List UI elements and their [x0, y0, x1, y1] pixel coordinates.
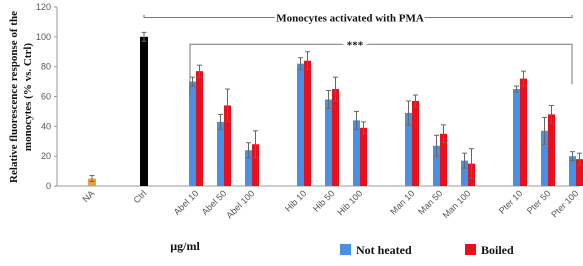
- error-bar: [305, 51, 310, 71]
- annotation: ***: [347, 39, 364, 51]
- bar: [332, 89, 339, 186]
- error-bar: [462, 152, 467, 169]
- bar: [88, 178, 96, 186]
- error-bar: [326, 90, 331, 109]
- y-tick-label: 60: [41, 92, 51, 102]
- error-bar: [89, 175, 95, 183]
- bar: [189, 81, 196, 186]
- error-bar: [469, 148, 474, 180]
- bar: [325, 99, 332, 186]
- error-bar: [218, 113, 223, 130]
- bar: [433, 145, 440, 186]
- bar: [252, 144, 259, 186]
- error-bar: [549, 104, 554, 124]
- x-tick-label: Man 100: [441, 188, 473, 220]
- bar: [245, 150, 252, 186]
- error-bar: [441, 124, 446, 144]
- annotation: Monocytes activated with PMA: [276, 12, 424, 24]
- bar: [297, 63, 304, 186]
- error-bar: [333, 76, 338, 102]
- error-bar: [190, 76, 195, 87]
- error-bar: [253, 130, 258, 159]
- bar: [196, 71, 203, 186]
- x-tick-label: Pter 10: [497, 188, 525, 216]
- x-tick-label: Hib 10: [283, 188, 308, 213]
- bar: [217, 121, 224, 186]
- error-bar: [354, 110, 359, 130]
- error-bar: [514, 85, 519, 93]
- y-axis-label: monocytes (% vs. Ctrl): [22, 43, 34, 151]
- bracket: [189, 43, 573, 95]
- error-bar: [542, 116, 547, 145]
- bar: [576, 159, 583, 186]
- bracket: [143, 14, 573, 18]
- error-bar: [141, 31, 147, 42]
- error-bar: [406, 100, 411, 126]
- bar: [541, 130, 548, 186]
- error-bar: [246, 142, 251, 159]
- legend-swatch: [340, 244, 351, 255]
- bar: [304, 60, 311, 187]
- y-tick-label: 20: [41, 151, 51, 161]
- error-bar: [577, 152, 582, 166]
- y-tick-label: 120: [36, 2, 51, 12]
- error-bar: [225, 88, 230, 123]
- y-tick-label: 0: [46, 181, 51, 191]
- x-axis-label: µg/ml: [170, 239, 200, 253]
- error-bar: [434, 134, 439, 157]
- error-bar: [197, 64, 202, 78]
- x-tick-label: Abel 100: [224, 188, 256, 220]
- legend-label: Boiled: [481, 243, 514, 257]
- legend-label: Not heated: [356, 243, 412, 257]
- legend-swatch: [465, 244, 476, 255]
- x-tick-label: Hib 100: [335, 188, 364, 217]
- bar: [405, 112, 412, 186]
- bar: [353, 120, 360, 186]
- bar: [520, 78, 527, 186]
- error-bar: [361, 121, 366, 135]
- bar: [360, 127, 367, 186]
- y-tick-label: 40: [41, 121, 51, 131]
- x-tick-label: Pter 100: [549, 188, 580, 219]
- bar: [569, 156, 576, 186]
- bar: [513, 89, 520, 186]
- y-tick-label: 100: [36, 32, 51, 42]
- x-tick-label: Hib 50: [311, 188, 336, 213]
- error-bar: [570, 151, 575, 162]
- error-bar: [521, 70, 526, 87]
- bar: [140, 36, 148, 187]
- bar: [412, 100, 419, 186]
- bar: [224, 105, 231, 186]
- x-tick-label: Abel 10: [172, 188, 201, 217]
- y-tick-label: 80: [41, 62, 51, 72]
- x-tick-label: Ctrl: [131, 188, 148, 205]
- error-bar: [298, 57, 303, 71]
- bar: [548, 114, 555, 186]
- bar: [440, 133, 447, 186]
- error-bar: [413, 94, 418, 108]
- bar: [461, 160, 468, 186]
- y-axis-label: Relative fluorescence response of the: [8, 11, 20, 183]
- x-tick-label: Pter 50: [525, 188, 553, 216]
- x-tick-label: Man 10: [388, 188, 416, 216]
- x-tick-label: NA: [80, 188, 96, 204]
